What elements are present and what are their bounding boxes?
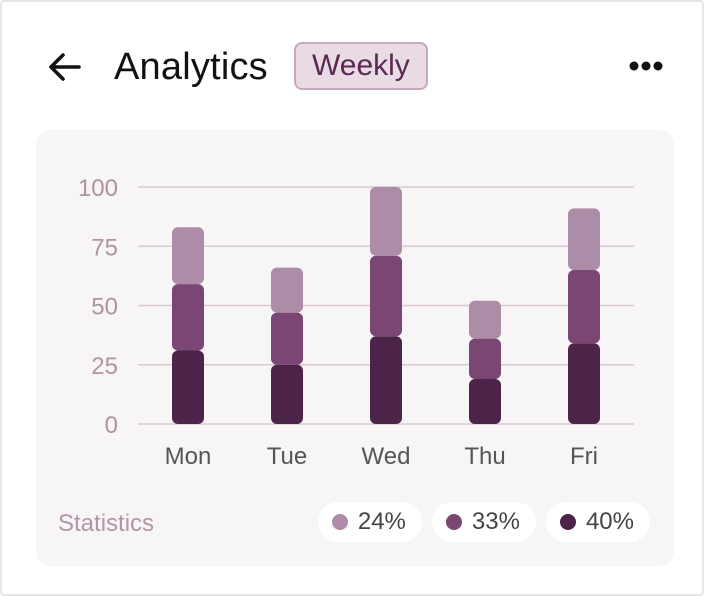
bar-segment-dark-tue (271, 364, 303, 424)
x-tick-label: Tue (267, 443, 307, 470)
legend-item: 40% (545, 502, 650, 542)
legend-label: 40% (585, 508, 634, 535)
x-tick-label: Fri (570, 443, 598, 470)
x-tick-label: Wed (362, 443, 411, 470)
legend-item: 24% (317, 502, 422, 542)
period-badge[interactable]: Weekly (294, 42, 428, 90)
arrow-left-icon (49, 53, 81, 81)
legend: 24% 33% 40% (317, 502, 650, 542)
x-tick-label: Mon (165, 443, 212, 470)
y-tick-label: 75 (91, 234, 118, 261)
y-tick-label: 50 (91, 294, 118, 321)
y-tick-label: 0 (105, 412, 118, 439)
back-button[interactable] (46, 48, 84, 86)
bar-segment-mid-wed (370, 255, 402, 337)
bar-segment-mid-fri (568, 269, 600, 344)
bar-segment-mid-tue (271, 312, 303, 365)
page-title: Analytics (114, 46, 268, 88)
legend-dot-icon (445, 514, 462, 530)
stacked-bar-chart: 0 25 50 75 100 Mon Tue Wed Thu Fri (78, 175, 634, 470)
y-tick-label: 25 (91, 353, 118, 380)
bar-segment-light-mon (172, 227, 204, 285)
bar-segment-mid-thu (469, 338, 501, 379)
legend-item: 33% (431, 502, 536, 542)
legend-label: 33% (471, 508, 520, 535)
more-button[interactable] (622, 48, 670, 84)
y-tick-label: 100 (78, 175, 118, 202)
bar-segment-light-wed (370, 187, 402, 256)
bar-segment-light-thu (469, 300, 501, 339)
legend-dot-icon (331, 514, 348, 530)
bar-segment-light-tue (271, 267, 303, 313)
legend-label: 24% (357, 508, 406, 535)
statistics-label: Statistics (58, 510, 155, 537)
bar-segment-dark-fri (568, 343, 600, 424)
bar-segment-mid-mon (172, 284, 204, 351)
bar-segment-light-fri (568, 208, 600, 270)
bar-segment-dark-mon (172, 350, 204, 424)
more-horizontal-icon (629, 61, 663, 71)
bar-segment-dark-wed (370, 336, 402, 424)
chart-card: 0 25 50 75 100 Mon Tue Wed Thu Fri Statistics 24%… (36, 130, 674, 566)
bar-segment-dark-thu (469, 378, 501, 424)
x-tick-label: Thu (464, 443, 505, 470)
header: Analytics Weekly (42, 38, 670, 94)
legend-dot-icon (559, 514, 576, 530)
